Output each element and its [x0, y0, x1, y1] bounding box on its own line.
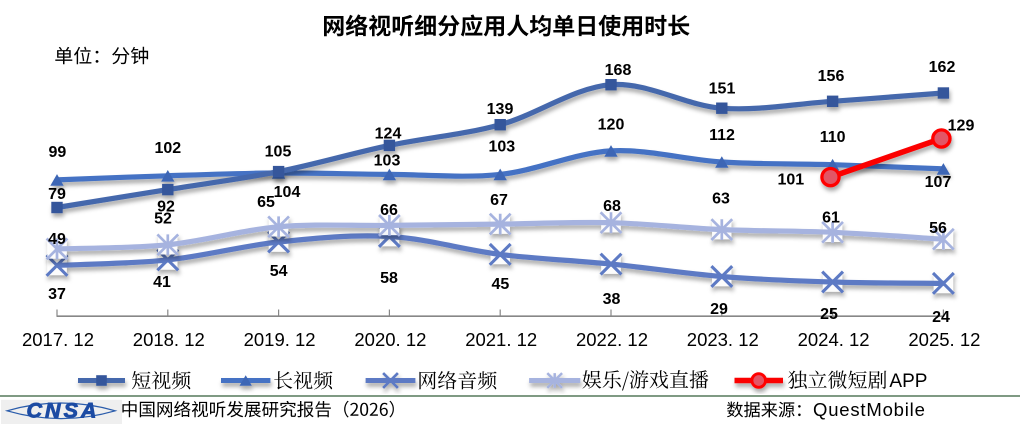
- svg-text:139: 139: [487, 101, 514, 118]
- svg-text:79: 79: [48, 186, 66, 203]
- svg-text:2018. 12: 2018. 12: [133, 329, 205, 350]
- svg-text:2017. 12: 2017. 12: [22, 329, 94, 350]
- svg-text:65: 65: [257, 194, 275, 211]
- svg-text:104: 104: [274, 184, 301, 201]
- svg-text:101: 101: [777, 171, 804, 188]
- svg-text:APP: APP: [889, 371, 927, 392]
- svg-text:110: 110: [820, 129, 846, 146]
- svg-text:92: 92: [157, 198, 175, 215]
- svg-text:67: 67: [490, 192, 508, 209]
- svg-text:2020. 12: 2020. 12: [354, 329, 426, 350]
- svg-text:151: 151: [709, 80, 736, 97]
- svg-text:168: 168: [605, 62, 632, 79]
- svg-text:56: 56: [929, 220, 947, 237]
- svg-text:2021. 12: 2021. 12: [465, 329, 537, 350]
- svg-text:2024. 12: 2024. 12: [798, 329, 870, 350]
- svg-text:25: 25: [820, 306, 838, 323]
- svg-text:103: 103: [488, 139, 515, 156]
- svg-text:129: 129: [948, 117, 975, 134]
- svg-text:29: 29: [710, 301, 728, 318]
- svg-text:QuestMobile: QuestMobile: [813, 399, 926, 420]
- svg-text:156: 156: [818, 68, 845, 85]
- svg-text:54: 54: [270, 263, 288, 280]
- svg-text:112: 112: [709, 127, 735, 144]
- svg-text:2022. 12: 2022. 12: [576, 329, 648, 350]
- svg-text:120: 120: [598, 116, 625, 133]
- svg-text:124: 124: [375, 125, 402, 142]
- svg-text:2019. 12: 2019. 12: [244, 329, 316, 350]
- svg-text:68: 68: [603, 198, 621, 215]
- svg-text:2023. 12: 2023. 12: [687, 329, 759, 350]
- svg-text:103: 103: [374, 152, 401, 169]
- svg-text:41: 41: [153, 274, 171, 291]
- svg-text:45: 45: [492, 276, 510, 293]
- svg-text:37: 37: [48, 286, 66, 303]
- svg-text:2025. 12: 2025. 12: [908, 329, 980, 350]
- svg-text:107: 107: [925, 174, 952, 191]
- svg-text:105: 105: [265, 143, 292, 160]
- svg-text:63: 63: [712, 190, 730, 207]
- svg-text:102: 102: [154, 140, 181, 157]
- svg-text:61: 61: [822, 209, 840, 226]
- svg-text:49: 49: [48, 231, 66, 248]
- svg-text:162: 162: [929, 59, 956, 76]
- svg-text:CNSA: CNSA: [27, 399, 100, 423]
- svg-text:58: 58: [380, 270, 398, 287]
- svg-text:38: 38: [603, 291, 621, 308]
- svg-text:24: 24: [932, 309, 950, 326]
- svg-text:52: 52: [154, 210, 172, 227]
- svg-text:99: 99: [49, 144, 67, 161]
- svg-text:66: 66: [380, 202, 398, 219]
